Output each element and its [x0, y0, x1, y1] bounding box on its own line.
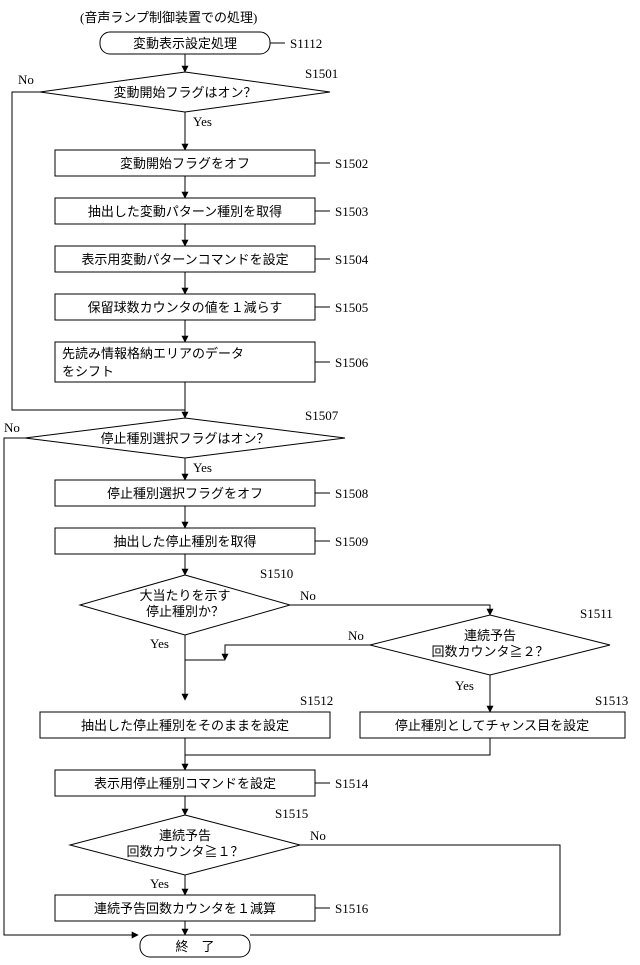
svg-text:S1508: S1508	[335, 486, 368, 501]
svg-text:S1505: S1505	[335, 300, 368, 315]
svg-text:S1514: S1514	[335, 776, 369, 791]
svg-text:大当たりを示す: 大当たりを示す	[139, 588, 230, 603]
svg-text:連続予告: 連続予告	[464, 628, 516, 643]
svg-text:停止種別か？: 停止種別か？	[146, 604, 224, 619]
process-s1505: 保留球数カウンタの値を１減らす S1505	[55, 294, 368, 320]
svg-text:S1501: S1501	[305, 66, 338, 81]
svg-text:S1503: S1503	[335, 204, 368, 219]
svg-text:No: No	[348, 628, 364, 643]
svg-text:S1512: S1512	[300, 693, 333, 708]
decision-s1515: 連続予告 回数カウンタ≧１？ S1515 Yes No	[70, 806, 326, 891]
svg-text:S1515: S1515	[275, 806, 308, 821]
svg-text:終 了: 終 了	[175, 939, 214, 954]
svg-text:変動開始フラグをオフ: 変動開始フラグをオフ	[120, 156, 250, 171]
svg-text:No: No	[4, 420, 20, 435]
svg-text:S1509: S1509	[335, 534, 368, 549]
svg-text:停止種別選択フラグをオフ: 停止種別選択フラグをオフ	[107, 486, 263, 501]
svg-text:S1510: S1510	[260, 566, 293, 581]
svg-text:Yes: Yes	[193, 460, 212, 475]
svg-text:S1504: S1504	[335, 252, 369, 267]
end-terminator: 終 了	[140, 935, 250, 957]
process-s1516: 連続予告回数カウンタを１減算 S1516	[55, 895, 369, 921]
yes-label: Yes	[193, 114, 212, 129]
svg-text:保留球数カウンタの値を１減らす: 保留球数カウンタの値を１減らす	[88, 300, 283, 315]
svg-text:停止種別選択フラグはオン？: 停止種別選択フラグはオン？	[100, 431, 269, 446]
process-s1513: 停止種別としてチャンス目を設定 S1513	[360, 693, 628, 738]
start-ref: S1112	[290, 36, 322, 51]
svg-text:Yes: Yes	[455, 678, 474, 693]
svg-text:S1506: S1506	[335, 355, 369, 370]
start-terminator: 変動表示設定処理 S1112	[100, 32, 322, 54]
decision-s1511: 連続予告 回数カウンタ≧２？ S1511 Yes No	[348, 606, 613, 693]
process-s1502: 変動開始フラグをオフ S1502	[55, 150, 368, 176]
svg-text:表示用停止種別コマンドを設定: 表示用停止種別コマンドを設定	[94, 776, 276, 791]
svg-text:連続予告回数カウンタを１減算: 連続予告回数カウンタを１減算	[94, 901, 276, 916]
caption: (音声ランプ制御装置での処理)	[80, 10, 257, 25]
flowchart: (音声ランプ制御装置での処理) 変動表示設定処理 S1112 変動開始フラグはオ…	[0, 0, 640, 965]
process-s1504: 表示用変動パターンコマンドを設定 S1504	[55, 246, 369, 272]
decision-s1510: 大当たりを示す 停止種別か？ S1510 Yes No	[80, 566, 316, 651]
svg-text:Yes: Yes	[150, 876, 169, 891]
svg-text:回数カウンタ≧１？: 回数カウンタ≧１？	[126, 844, 243, 859]
svg-text:抽出した停止種別を取得: 抽出した停止種別を取得	[113, 534, 256, 549]
process-s1514: 表示用停止種別コマンドを設定 S1514	[55, 770, 369, 796]
svg-text:回数カウンタ≧２？: 回数カウンタ≧２？	[431, 644, 548, 659]
svg-text:S1511: S1511	[580, 606, 613, 621]
svg-text:をシフト: をシフト	[62, 364, 114, 379]
svg-text:No: No	[300, 588, 316, 603]
svg-text:表示用変動パターンコマンドを設定: 表示用変動パターンコマンドを設定	[81, 252, 288, 267]
process-s1508: 停止種別選択フラグをオフ S1508	[55, 480, 368, 506]
svg-text:抽出した停止種別をそのままを設定: 抽出した停止種別をそのままを設定	[81, 718, 289, 733]
svg-text:S1516: S1516	[335, 901, 369, 916]
svg-text:変動開始フラグはオン？: 変動開始フラグはオン？	[113, 85, 256, 100]
no-label: No	[18, 72, 34, 87]
process-s1509: 抽出した停止種別を取得 S1509	[55, 528, 368, 554]
decision-s1501: 変動開始フラグはオン？ S1501 Yes No	[18, 66, 338, 129]
svg-text:停止種別としてチャンス目を設定: 停止種別としてチャンス目を設定	[395, 718, 589, 733]
svg-text:S1502: S1502	[335, 156, 368, 171]
svg-text:先読み情報格納エリアのデータ: 先読み情報格納エリアのデータ	[62, 346, 244, 361]
svg-text:連続予告: 連続予告	[159, 828, 211, 843]
svg-text:No: No	[310, 828, 326, 843]
decision-s1507: 停止種別選択フラグはオン？ S1507 Yes No	[4, 408, 345, 475]
svg-text:抽出した変動パターン種別を取得: 抽出した変動パターン種別を取得	[88, 204, 282, 219]
process-s1503: 抽出した変動パターン種別を取得 S1503	[55, 198, 368, 224]
start-label: 変動表示設定処理	[133, 36, 237, 51]
svg-text:S1507: S1507	[305, 408, 339, 423]
svg-text:Yes: Yes	[150, 636, 169, 651]
process-s1506: 先読み情報格納エリアのデータ をシフト S1506	[55, 342, 369, 382]
process-s1512: 抽出した停止種別をそのままを設定 S1512	[40, 693, 333, 738]
svg-text:S1513: S1513	[595, 693, 628, 708]
